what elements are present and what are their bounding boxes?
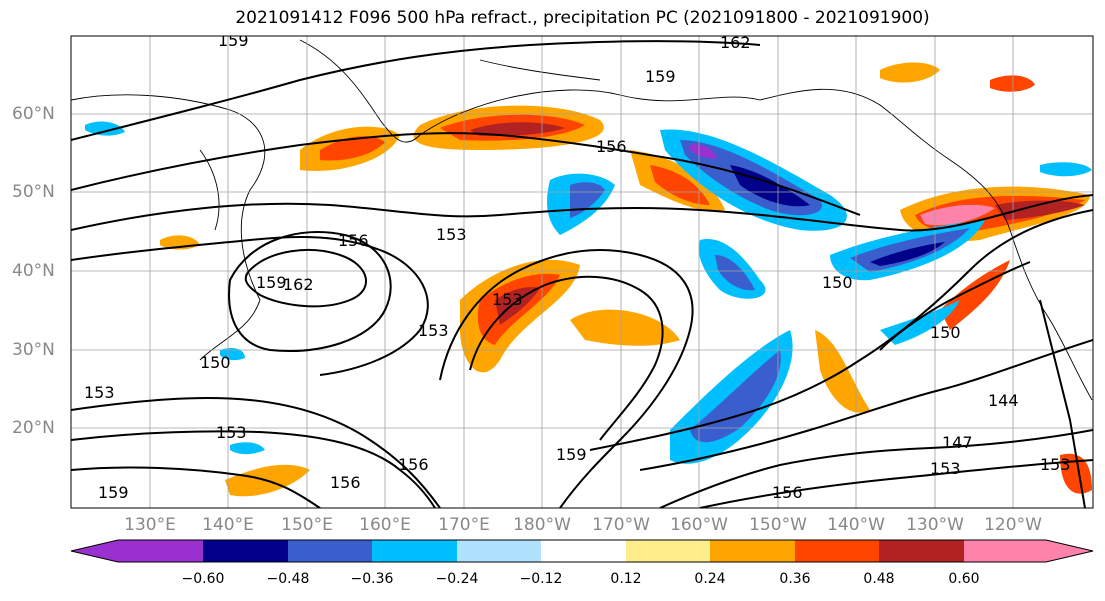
lat-label: 20°N (12, 418, 55, 438)
lon-label: 130°E (124, 515, 176, 535)
lon-label: 150°E (281, 515, 333, 535)
lon-label: 150°W (749, 515, 807, 535)
colorbar-cell (626, 540, 710, 562)
lat-label: 50°N (12, 182, 55, 202)
contour-label: 162 (720, 33, 751, 52)
lon-label: 120°W (984, 515, 1042, 535)
contour-label: 159 (218, 31, 249, 50)
colorbar (70, 539, 1094, 563)
colorbar-cell (457, 540, 541, 562)
colorbar-cell (710, 540, 795, 562)
lon-label: 140°W (827, 515, 885, 535)
colorbar-tick: −0.60 (181, 571, 225, 587)
colorbar-cell (372, 540, 457, 562)
contour-label: 156 (398, 455, 429, 474)
contour-label: 144 (988, 391, 1019, 410)
precip-shading (85, 62, 1092, 497)
contour-label: 150 (822, 273, 853, 292)
colorbar-tick: 0.24 (694, 571, 726, 587)
contour-label: 153 (492, 290, 523, 309)
colorbar-tick: 0.48 (863, 571, 895, 587)
lon-label: 140°E (202, 515, 254, 535)
contour-label: 153 (930, 459, 961, 478)
colorbar-cell (541, 540, 626, 562)
contour-label: 150 (930, 323, 961, 342)
contour-label: 156 (338, 231, 369, 250)
lat-label: 30°N (12, 340, 55, 360)
contour-label: 156 (330, 473, 361, 492)
colorbar-tick: −0.12 (519, 571, 563, 587)
colorbar-cell (964, 540, 1046, 562)
colorbar-tick: −0.24 (435, 571, 479, 587)
colorbar-cell (288, 540, 372, 562)
lon-label: 160°E (359, 515, 411, 535)
contour-label: 159 (645, 67, 676, 86)
graticule (71, 36, 1093, 508)
contour-label: 159 (556, 445, 587, 464)
colorbar-extend-min (71, 540, 118, 562)
contour-label: 153 (1040, 455, 1071, 474)
colorbar-cell (795, 540, 879, 562)
contour-label: 159 (256, 273, 287, 292)
colorbar-tick: −0.48 (266, 571, 310, 587)
colorbar-tick: 0.12 (610, 571, 642, 587)
lon-label: 170°W (592, 515, 650, 535)
colorbar-tick: 0.36 (779, 571, 811, 587)
colorbar-cell (879, 540, 964, 562)
contour-label: 153 (216, 423, 247, 442)
contour-label: 153 (436, 225, 467, 244)
contour-label: 150 (200, 353, 231, 372)
coastlines (71, 39, 1093, 401)
lon-label: 160°W (670, 515, 728, 535)
lon-label: 180°W (513, 515, 571, 535)
contour-label: 147 (942, 433, 973, 452)
colorbar-cell (118, 540, 203, 562)
colorbar-outline (70, 539, 1094, 563)
contour-labels: 159 162 159 156 153 156 159 162 153 153 … (84, 31, 1071, 502)
contour-label: 153 (84, 383, 115, 402)
lat-label: 60°N (12, 104, 55, 124)
lon-label: 130°W (906, 515, 964, 535)
map-border (70, 35, 1094, 509)
colorbar-tick: −0.36 (350, 571, 394, 587)
contour-label: 156 (596, 137, 627, 156)
lat-label: 40°N (12, 261, 55, 281)
colorbar-tick: 0.60 (948, 571, 980, 587)
contour-label: 159 (98, 483, 129, 502)
refractivity-contours (71, 40, 1093, 508)
lon-label: 170°E (438, 515, 490, 535)
contour-label: 156 (772, 483, 803, 502)
contour-label: 162 (283, 275, 314, 294)
colorbar-cell (203, 540, 288, 562)
contour-label: 153 (418, 321, 449, 340)
colorbar-extend-max (1046, 540, 1093, 562)
map-title: 2021091412 F096 500 hPa refract., precip… (235, 8, 930, 28)
